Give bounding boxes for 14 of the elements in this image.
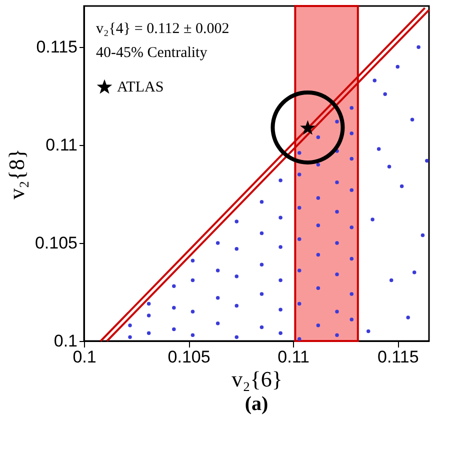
y-tick-label: 0.105 xyxy=(34,234,78,253)
y-tick-label: 0.1 xyxy=(54,332,78,350)
y-tick-label: 0.115 xyxy=(36,38,78,57)
annotation: 40-45% Centrality xyxy=(96,45,208,61)
x-tick-label: 0.115 xyxy=(377,348,419,366)
x-tick-label: 0.1 xyxy=(72,348,96,366)
text: (a) xyxy=(244,393,268,415)
y-axis-title: v₂{8} xyxy=(4,148,29,200)
x-axis-title: v₂{6} xyxy=(232,366,282,392)
annotation: v₂{4} = 0.112 ± 0.002 xyxy=(96,21,230,37)
legend-label: ATLAS xyxy=(117,80,164,96)
x-tick-label: 0.11 xyxy=(278,348,310,366)
y-tick-label: 0.11 xyxy=(46,136,78,155)
x-tick-label: 0.105 xyxy=(168,348,210,366)
